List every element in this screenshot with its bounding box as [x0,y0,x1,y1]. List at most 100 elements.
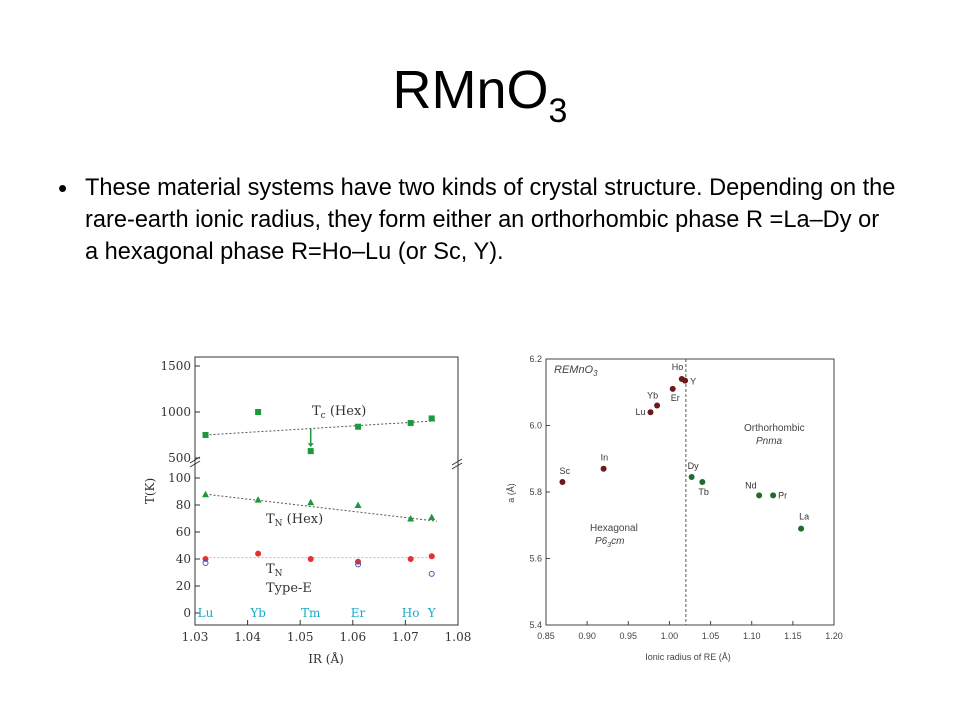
chart1-element-label: Y [427,606,437,620]
chart2-y-axis-title: a (Å) [506,483,516,503]
chart2-y-tick-label: 5.8 [529,487,542,497]
chart1-y-tick-label: 80 [176,498,191,512]
chart1-tc-label: Tc (Hex) [312,404,366,421]
chart1-tc-point [255,409,262,415]
chart1-open-point [355,561,362,568]
chart2-x-tick-label: 0.90 [578,631,596,641]
chart1-open-point [202,560,209,567]
chart1-tn-trendline [205,493,438,522]
chart1-tc-point [307,448,314,455]
chart1-x-tick-label: 1.07 [392,630,419,644]
chart1-element-label: Lu [198,606,214,620]
chart2-orthorhombic-label: Orthorhombic [744,423,805,434]
chart1-ticks: 1.03 1.04 1.05 1.06 1.07 1.08 500 1000 1500 0 20 40… [160,359,471,644]
chart1-y-tick-label: 40 [176,552,191,566]
chart2-point-label: Nd [745,480,757,490]
chart2-x-axis-title: Ionic radius of RE (Å) [645,652,731,662]
chart2-x-tick-label: 1.00 [661,631,679,641]
chart1-type-e-point [407,556,414,562]
chart2-plot-frame [545,358,835,626]
chart2-point-label: Ho [672,362,684,372]
transition-temperature-chart: 1.03 1.04 1.05 1.06 1.07 1.08 500 1000 1500 0 20 40… [143,356,471,666]
chart2-point-label: Lu [636,407,646,417]
chart1-tn-point [202,490,210,498]
slide-title-main: RMnO [392,60,549,120]
chart2-point-label: Y [690,377,696,387]
chart1-tc-trendline [205,420,437,436]
chart2-x-tick-label: 1.05 [702,631,720,641]
chart2-p63cm-label: P63cm [595,536,624,549]
chart1-y-tick-label: 0 [183,606,191,620]
chart1-tc-arrow-head [307,443,314,447]
chart1-type-e-label: Type-E [266,581,312,596]
chart2-point-label: Yb [647,391,658,401]
chart2-x-tick-label: 0.95 [620,631,638,641]
chart1-element-label: Yb [249,606,266,620]
chart1-y-tick-label: 60 [176,525,191,539]
chart2-y-tick-label: 6.0 [529,421,542,431]
chart1-y-tick-label: 1000 [160,405,191,419]
chart1-x-axis-title: IR (Å) [308,651,344,666]
chart1-tn-point [354,501,362,508]
chart2-point-in [600,465,607,472]
chart1-tn-point [428,513,436,521]
chart2-pnma-label: Pnma [756,436,783,447]
chart1-y-tick-label: 500 [168,451,191,465]
chart1-axis-break [451,458,463,466]
chart1-axis-break [451,462,463,470]
lattice-parameter-chart: 0.85 0.90 0.95 1.00 1.05 1.10 1.15 1.20 5.4 5.6 5.… [506,354,843,662]
chart2-point-pr [770,492,777,499]
chart1-y-tick-label: 100 [168,471,191,485]
chart1-x-tick-label: 1.06 [339,630,366,644]
chart2-title: REMnO3 [554,364,598,378]
chart1-element-label: Ho [402,606,420,620]
chart2-point-la [798,525,805,532]
chart1-type-e-point [255,550,262,557]
chart2-point-yb [654,402,661,409]
chart1-element-label: Er [351,606,366,620]
chart2-point-y [682,377,689,384]
chart1-x-tick-label: 1.04 [234,630,261,644]
chart2-x-tick-label: 1.15 [784,631,802,641]
chart2-point-label: Pr [778,490,787,500]
chart2-point-label: La [799,512,809,522]
chart2-x-tick-label: 1.20 [825,631,843,641]
bullet-text: These material systems have two kinds of… [85,175,896,265]
chart1-tn-label: TN [266,562,283,579]
chart1-open-point [428,570,435,577]
chart1-y-tick-label: 20 [176,579,191,593]
chart1-x-tick-label: 1.03 [182,630,209,644]
chart1-tn-point [254,496,262,503]
chart1-tc-point [202,432,209,438]
chart1-x-tick-label: 1.05 [287,630,314,644]
chart2-point-label: Er [671,393,680,403]
chart2-point-sc [559,479,566,486]
chart1-y-axis-title: T(K) [143,478,157,504]
chart2-point-er [669,385,676,392]
chart2-point-tb [699,479,706,486]
chart2-point-label: Sc [559,466,570,476]
chart2-y-tick-label: 6.2 [529,354,542,364]
chart1-element-label: Tm [301,606,321,620]
chart2-point-label: Dy [688,461,699,471]
chart1-y-tick-label: 1500 [160,359,191,373]
chart2-x-tick-label: 0.85 [537,631,555,641]
chart1-axes [189,356,463,626]
chart2-point-lu [647,409,654,416]
chart1-tc-point [355,423,362,430]
chart1-tn-hex-label: TN (Hex) [266,512,323,529]
chart2-x-tick-label: 1.10 [743,631,761,641]
chart1-tn-point [407,515,415,522]
chart1-type-e-point [307,556,314,562]
chart1-x-tick-label: 1.08 [445,630,472,644]
chart2-y-tick-label: 5.6 [529,554,542,564]
slide-title-subscript: 3 [548,92,568,130]
chart1-type-e-point [428,553,435,560]
chart2-point-dy [688,474,695,481]
chart2-y-tick-label: 5.4 [529,620,542,630]
chart1-tc-point [428,415,435,422]
chart1-tc-point [407,420,414,427]
slide-title: RMnO3 [0,58,960,128]
chart1-plot-frame [194,356,459,626]
